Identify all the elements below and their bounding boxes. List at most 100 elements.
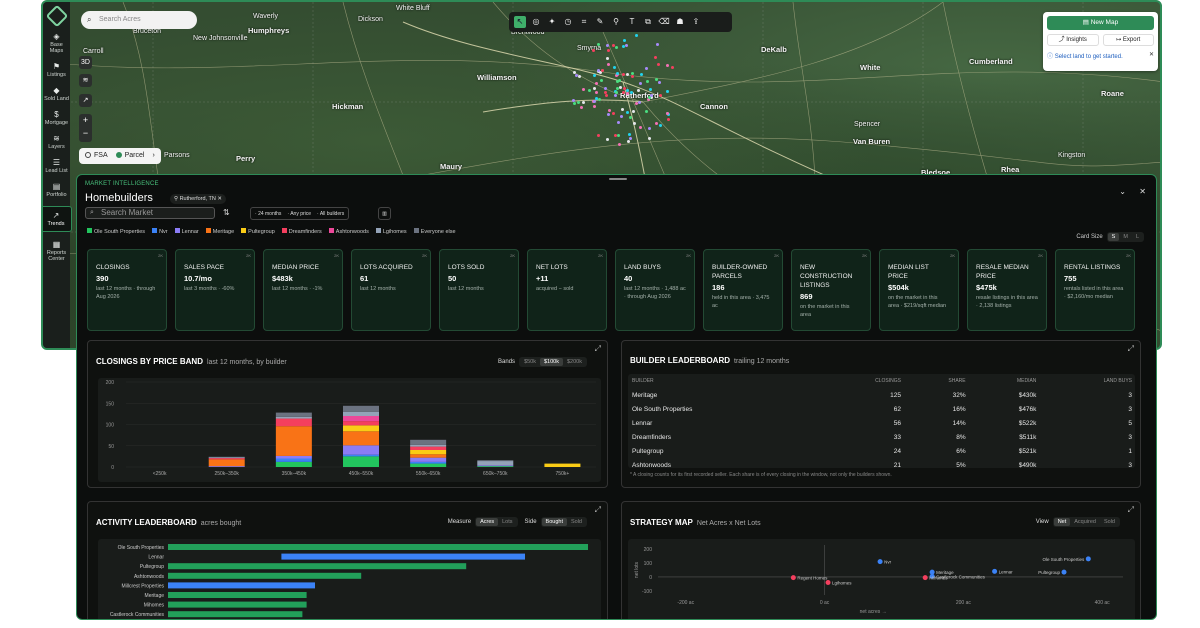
segment-option[interactable]: Sold	[570, 519, 582, 525]
bar-segment[interactable]	[410, 457, 447, 462]
parcel-marker[interactable]	[603, 87, 607, 91]
parcel-marker[interactable]	[654, 121, 658, 125]
select-tool-icon[interactable]: ↖	[514, 16, 526, 28]
parcel-marker[interactable]	[638, 82, 642, 86]
parcel-marker[interactable]	[615, 73, 619, 77]
parcel-marker[interactable]	[594, 96, 598, 100]
nav-item-base-maps[interactable]: ◈ Base Maps	[43, 32, 70, 54]
chevron-right-icon[interactable]: ›	[152, 152, 155, 159]
parcel-marker[interactable]	[581, 87, 585, 91]
parcel-marker[interactable]	[657, 80, 661, 84]
parcel-marker[interactable]	[587, 89, 591, 93]
activity-bar[interactable]	[168, 563, 467, 570]
parcel-marker[interactable]	[597, 42, 601, 46]
bar-segment[interactable]	[208, 457, 245, 459]
bar-segment[interactable]	[275, 458, 312, 462]
parcel-marker[interactable]	[633, 122, 637, 125]
parcel-marker[interactable]	[622, 44, 626, 48]
nav-item-reports-center[interactable]: ▦ Reports Center	[43, 240, 70, 262]
segment-option[interactable]: M	[1123, 234, 1128, 240]
collapse-chevron-icon[interactable]: ⌄	[1119, 187, 1126, 196]
parcel-marker[interactable]	[666, 89, 670, 93]
parcel-marker[interactable]	[592, 105, 596, 109]
parcel-marker[interactable]	[623, 87, 627, 91]
metric-card-lots-acquired[interactable]: 2K LOTS ACQUIRED 61 last 12 months	[351, 249, 431, 331]
parcel-marker[interactable]	[634, 34, 638, 38]
bar-segment[interactable]	[275, 418, 312, 427]
segment-option[interactable]: Acquired	[1074, 519, 1096, 525]
parcel-marker[interactable]	[630, 71, 634, 75]
parcel-marker[interactable]	[582, 101, 586, 104]
bar-segment[interactable]	[410, 454, 447, 458]
parcel-marker[interactable]	[629, 116, 632, 120]
parcel-marker[interactable]	[646, 79, 650, 83]
parcel-marker[interactable]	[621, 90, 625, 94]
bar-segment[interactable]	[208, 458, 245, 460]
sort-icon[interactable]: ⇅	[223, 208, 230, 217]
parcel-marker[interactable]	[637, 89, 641, 93]
segment-option[interactable]: Acres	[476, 518, 499, 526]
filter-period[interactable]: · 24 months	[255, 210, 282, 217]
parcel-marker[interactable]	[655, 43, 659, 47]
table-row[interactable]: Dreamfinders 33 8% $511k 3	[628, 430, 1135, 444]
parcel-marker[interactable]	[647, 96, 651, 100]
parcel-marker[interactable]	[654, 56, 658, 60]
parcel-marker[interactable]	[628, 137, 632, 141]
parcel-marker[interactable]	[599, 79, 603, 83]
parcel-marker[interactable]	[627, 133, 631, 137]
parcel-marker[interactable]	[625, 44, 629, 48]
filter-builders[interactable]: · All builders	[317, 210, 345, 217]
column-header[interactable]: LAND BUYS	[1103, 378, 1132, 384]
bar-segment[interactable]	[208, 466, 245, 467]
bar-segment[interactable]	[275, 461, 312, 467]
activity-bar[interactable]	[168, 544, 588, 550]
bar-segment[interactable]	[410, 446, 447, 450]
trend-line-icon[interactable]: ↗	[79, 94, 92, 107]
map-search-input[interactable]: ⌕ Search Acres	[81, 11, 197, 29]
expand-icon[interactable]: ⤢	[1127, 344, 1134, 353]
bar-segment[interactable]	[343, 456, 379, 467]
table-row[interactable]: Pultegroup 24 6% $521k 1	[628, 444, 1135, 458]
zoom-out-button[interactable]: −	[82, 128, 89, 138]
parcel-marker[interactable]	[630, 91, 633, 95]
bar-segment[interactable]	[343, 421, 379, 426]
scatter-point[interactable]	[929, 569, 935, 575]
parcel-marker[interactable]	[616, 87, 620, 91]
leaderboard-table-wrap[interactable]: BUILDER CLOSINGS SHARE MEDIAN LAND BUYS Meri…	[628, 374, 1135, 468]
parcel-marker[interactable]	[606, 44, 610, 48]
parcel-marker[interactable]	[626, 73, 630, 77]
filter-price[interactable]: · Any price	[287, 210, 312, 217]
bar-segment[interactable]	[410, 439, 447, 445]
columns-icon[interactable]: ▥	[378, 207, 391, 220]
walk-tool-icon[interactable]: ☗	[676, 17, 684, 26]
bar-segment[interactable]	[544, 463, 581, 467]
fsa-radio[interactable]: FSA	[85, 148, 108, 164]
expand-icon[interactable]: ⤢	[594, 505, 601, 514]
pencil-tool-icon[interactable]: ✎	[596, 17, 604, 26]
upload-tool-icon[interactable]: ⇪	[692, 17, 700, 26]
close-panel-icon[interactable]: ✕	[1139, 187, 1146, 196]
clock-tool-icon[interactable]: ◷	[564, 17, 572, 26]
parcel-marker[interactable]	[644, 109, 648, 113]
parcel-marker[interactable]	[594, 81, 598, 85]
nav-item-listings[interactable]: ⚑ Listings	[43, 62, 70, 78]
parcel-marker[interactable]	[617, 134, 621, 138]
bar-segment[interactable]	[343, 454, 379, 457]
parcel-marker[interactable]	[599, 70, 602, 74]
column-header[interactable]: BUILDER	[632, 378, 654, 384]
parcel-marker[interactable]	[667, 117, 671, 121]
segment-option[interactable]: Bought	[541, 518, 567, 526]
parcel-marker[interactable]	[644, 66, 648, 70]
scatter-point[interactable]	[922, 575, 928, 581]
parcel-marker[interactable]	[665, 64, 669, 67]
bar-segment[interactable]	[477, 465, 514, 467]
parcel-marker[interactable]	[612, 66, 616, 70]
nav-item-sold-land[interactable]: ◆ Sold Land	[43, 86, 70, 102]
parcel-marker[interactable]	[670, 66, 674, 69]
parcel-marker[interactable]	[613, 134, 617, 138]
metric-card-resale-median-price[interactable]: 2K RESALE MEDIAN PRICE $475k resale listing…	[967, 249, 1047, 331]
bar-segment[interactable]	[410, 461, 447, 464]
table-row[interactable]: Meritage 125 32% $430k 3	[628, 388, 1135, 402]
export-button[interactable]: ↦ Export	[1102, 34, 1154, 46]
parcel-marker[interactable]	[626, 88, 630, 92]
